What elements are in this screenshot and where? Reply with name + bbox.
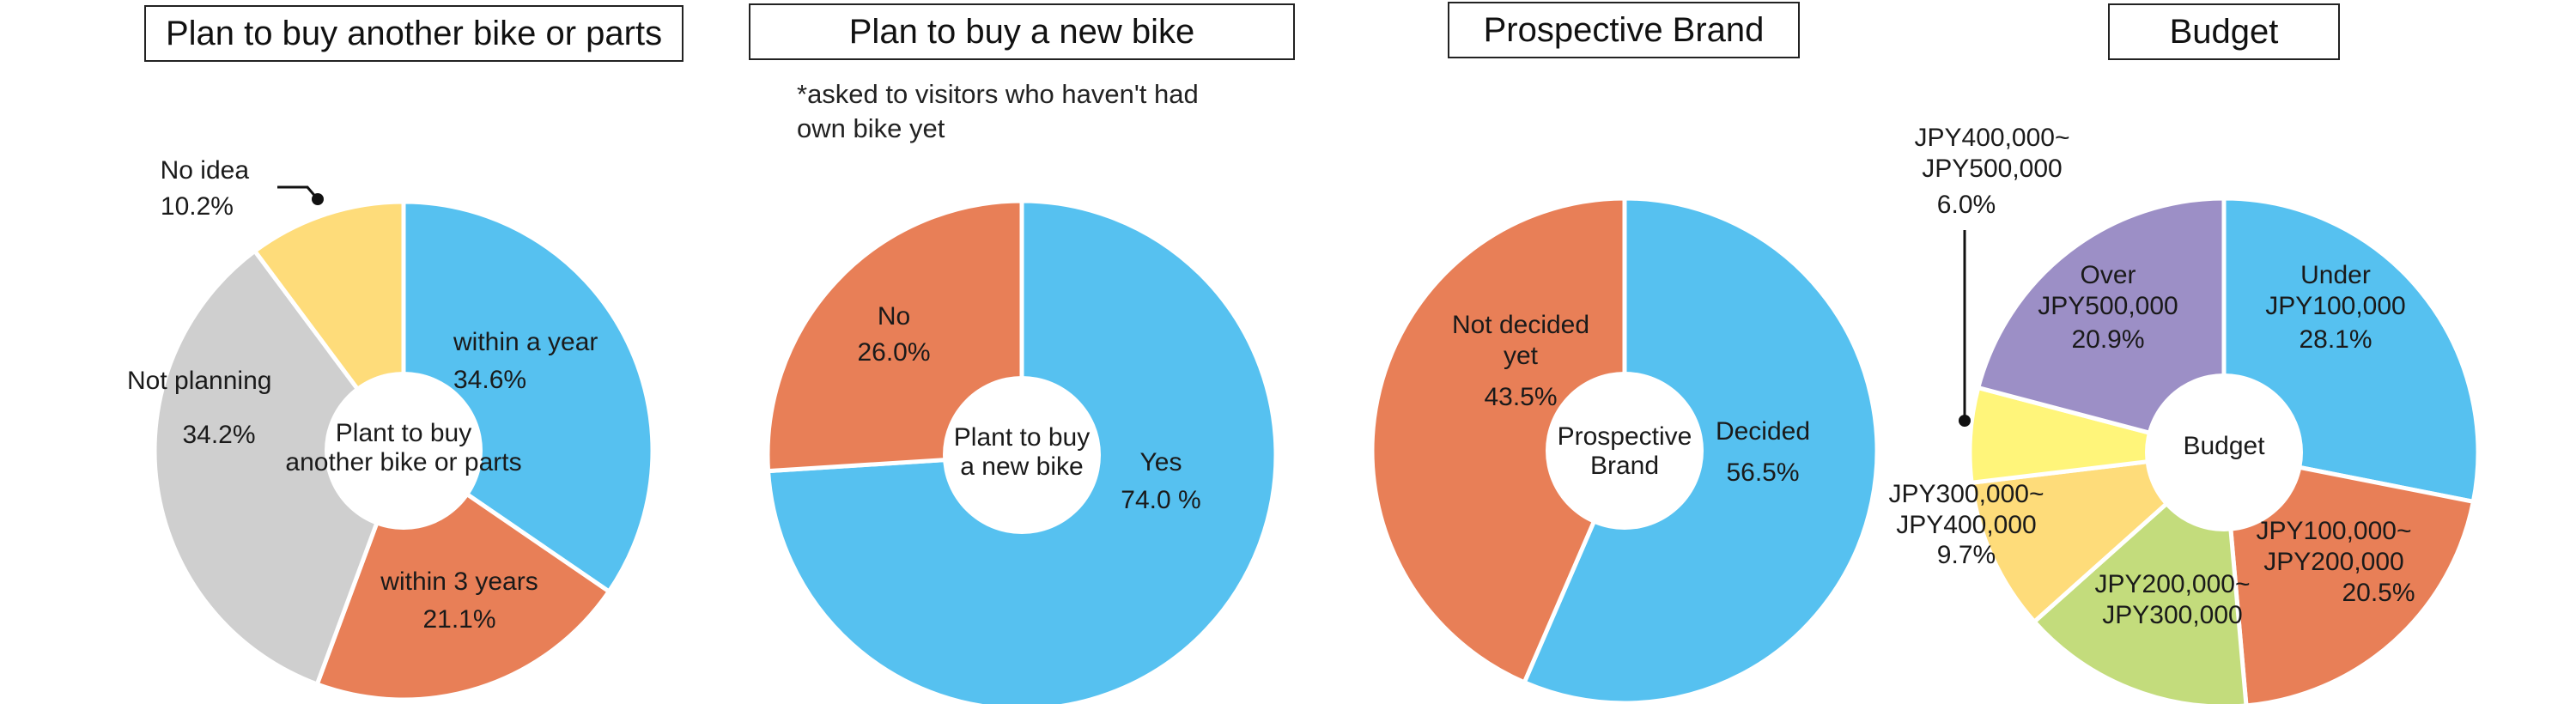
chart4-pie: BudgetUnderJPY100,00028.1%JPY100,000~JPY… xyxy=(1889,124,2481,704)
chart3-center-label-line-2: Brand xyxy=(1590,452,1659,480)
chart1-title: Plan to buy another bike or parts xyxy=(144,5,683,62)
chart2-slice-2 xyxy=(765,198,1024,474)
chart2-center-label-line-1: Plant to buy xyxy=(954,423,1090,452)
chart2-slice-1-name: Yes xyxy=(1140,448,1182,476)
chart2-note: *asked to visitors who haven't had own b… xyxy=(797,79,1199,143)
chart3-slice-2-name-line-2: yet xyxy=(1504,342,1539,370)
chart2-slice-1-value: 74.0 % xyxy=(1121,486,1200,514)
chart2-title: Plan to buy a new bike xyxy=(749,3,1295,60)
chart4-slice-2-value: 20.5% xyxy=(2342,579,2415,607)
chart3-center-label-line-1: Prospective xyxy=(1558,422,1692,451)
chart1-center-hole xyxy=(325,372,483,530)
chart4-slice-2 xyxy=(2221,450,2476,704)
chart4-slice-1-value: 28.1% xyxy=(2299,325,2372,354)
chart1-center-label-line-1: Plant to buy xyxy=(336,419,471,447)
chart4-slice-1-name-line-1: Under xyxy=(2300,261,2371,289)
chart4-slice-6 xyxy=(1976,196,2227,455)
chart3-slice-1-name: Decided xyxy=(1716,417,1810,446)
chart4-title: Budget xyxy=(2108,3,2340,60)
chart1-center-label-line-2: another bike or parts xyxy=(285,448,521,476)
chart4-slice-5-name-line-1: JPY400,000~ xyxy=(1915,124,2070,152)
chart3-slice-2 xyxy=(1370,196,1627,685)
chart1-slice-4-value: 10.2% xyxy=(161,192,234,221)
chart2-slice-2-name: No xyxy=(878,302,910,331)
chart4-center-hole xyxy=(2145,373,2303,531)
chart3-title: Prospective Brand xyxy=(1448,2,1800,58)
chart1-slice-3 xyxy=(152,248,406,687)
chart4-leader-dot xyxy=(1959,415,1971,427)
chart4-slice-2-name-line-1: JPY100,000~ xyxy=(2257,517,2412,545)
chart2-center-hole xyxy=(943,376,1101,534)
chart1-slice-2-name: within 3 years xyxy=(380,567,538,596)
chart2-center-label-line-2: a new bike xyxy=(960,452,1083,481)
chart1-slice-1 xyxy=(401,199,655,594)
chart4-slice-1-name-line-2: JPY100,000 xyxy=(2265,292,2405,320)
chart4-slice-4-name-line-1: JPY300,000~ xyxy=(1889,480,2044,508)
chart1-leader-dot xyxy=(312,193,324,205)
chart4-slice-6-value: 20.9% xyxy=(2071,325,2144,354)
chart4-slice-4-value: 9.7% xyxy=(1937,541,1996,569)
chart4-slice-6-name-line-2: JPY500,000 xyxy=(2038,292,2178,320)
chart4-slice-5-name-line-2: JPY500,000 xyxy=(1922,155,2062,183)
chart1-slice-1-value: 34.6% xyxy=(453,366,526,394)
chart1-slice-4-name: No idea xyxy=(161,156,250,185)
chart1-slice-3-value: 34.2% xyxy=(182,421,255,449)
chart1-leader-line xyxy=(277,185,319,200)
chart2-slice-2-value: 26.0% xyxy=(857,338,930,367)
chart4-slice-3-name-line-1: JPY200,000~ xyxy=(2095,570,2251,598)
chart1-slice-3-name: Not planning xyxy=(127,367,271,395)
chart4-slice-2-name-line-2: JPY200,000 xyxy=(2263,548,2403,576)
chart4-slice-3-name-line-2: JPY300,000 xyxy=(2102,601,2242,629)
chart4-slice-5-value: 6.0% xyxy=(1937,191,1996,219)
chart1-slice-2-value: 21.1% xyxy=(422,605,495,634)
chart4-center-label-line-1: Budget xyxy=(2183,432,2265,460)
chart4-slice-4-name-line-2: JPY400,000 xyxy=(1896,511,2036,539)
chart3-slice-2-name-line-1: Not decided xyxy=(1452,311,1589,339)
chart4-slice-6-name-line-1: Over xyxy=(2080,261,2136,289)
chart1-slice-1-name: within a year xyxy=(453,328,598,356)
chart3-slice-1-value: 56.5% xyxy=(1726,458,1799,487)
chart3-slice-2-value: 43.5% xyxy=(1484,383,1557,411)
chart3-center-hole xyxy=(1546,372,1704,530)
